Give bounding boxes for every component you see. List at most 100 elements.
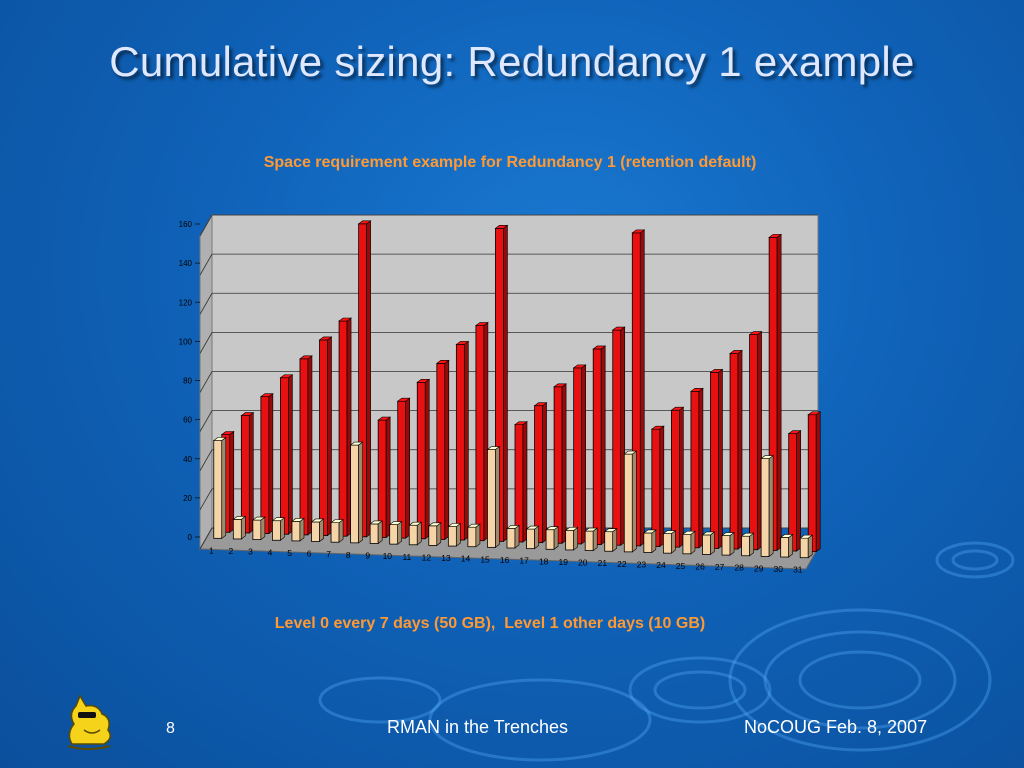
bar-series1: [584, 530, 594, 551]
x-tick-label: 1: [209, 545, 214, 555]
x-tick-label: 9: [365, 550, 370, 560]
bar-series2: [729, 353, 739, 550]
x-tick-label: 12: [422, 552, 432, 562]
bar-series1-top: [291, 518, 305, 522]
bar-series1: [330, 522, 340, 543]
bar-series2-top: [768, 234, 783, 238]
bar-series2: [338, 320, 348, 537]
bar-series1: [643, 532, 653, 553]
bar-series2-top: [299, 355, 313, 360]
bar-series1: [487, 449, 496, 548]
bar-series1-side: [456, 522, 461, 547]
bar-series1-side: [553, 526, 559, 550]
bar-series1-top: [310, 518, 325, 523]
bar-series1: [232, 519, 242, 540]
bar-series1-side: [788, 533, 793, 558]
bar-series1-top: [486, 446, 501, 450]
x-tick-label: 25: [676, 561, 686, 571]
bar-series2-side: [679, 406, 684, 548]
bar-series1-top: [701, 531, 716, 536]
bar-series2: [280, 377, 289, 535]
bar-series2: [612, 329, 622, 546]
bar-series2-top: [709, 369, 724, 373]
slide-title: Cumulative sizing: Redundancy 1 example: [109, 38, 915, 85]
bar-series1: [604, 531, 614, 552]
x-tick-label: 21: [598, 558, 608, 568]
bar-series2-top: [729, 350, 743, 354]
bar-series2-side: [561, 383, 567, 544]
bar-series1-top: [408, 521, 423, 526]
bar-series2-top: [553, 383, 567, 388]
bar-series2: [749, 334, 758, 551]
bar-series1-side: [534, 525, 539, 550]
bar-series1-top: [369, 520, 384, 525]
x-tick-label: 23: [637, 560, 647, 570]
x-tick-label: 4: [268, 547, 273, 557]
bar-series1-side: [397, 520, 403, 545]
bar-series1-side: [612, 528, 618, 552]
bar-series2: [299, 358, 309, 536]
x-tick-label: 10: [383, 551, 393, 561]
x-tick-label: 11: [402, 552, 411, 562]
x-tick-label: 27: [715, 562, 725, 572]
bar-series2-side: [600, 345, 606, 546]
x-tick-label: 15: [480, 554, 490, 564]
x-tick-label: 16: [500, 555, 510, 565]
bar-series1: [545, 529, 555, 550]
x-tick-label: 14: [461, 554, 471, 564]
x-tick-label: 18: [539, 556, 549, 566]
bar-series1-top: [779, 534, 794, 538]
bar-series1-side: [671, 529, 676, 554]
bar-series2-side: [366, 220, 371, 538]
bar-series2: [475, 325, 485, 542]
bar-series2-side: [737, 349, 743, 550]
bar-series1-side: [768, 454, 774, 557]
bar-series1-side: [573, 526, 578, 551]
bar-series1-side: [729, 531, 735, 556]
bar-series1-side: [475, 523, 481, 548]
x-tick-label: 7: [326, 549, 331, 559]
bar-series1-top: [388, 521, 403, 525]
bar-series2-side: [385, 416, 391, 539]
gridline-side: [199, 410, 213, 432]
bar-series2: [416, 381, 426, 540]
bar-series1-side: [377, 520, 383, 545]
bar-series1: [799, 537, 809, 559]
bar-series2-side: [464, 340, 469, 541]
bar-series2-side: [581, 364, 586, 545]
gridline-side: [199, 371, 213, 393]
bar-series1: [662, 533, 672, 554]
bar-series2-side: [405, 397, 411, 539]
bar-series1: [565, 529, 575, 551]
bar-series2-top: [377, 416, 392, 421]
bar-series2-side: [424, 378, 430, 540]
bar-series1-side: [807, 534, 813, 559]
gridline-side: [199, 293, 213, 315]
bar-series1: [682, 533, 692, 555]
bar-series1: [350, 444, 360, 544]
bar-series2-top: [318, 336, 333, 341]
bar-series2-side: [659, 425, 665, 548]
bar-series1-top: [623, 450, 638, 455]
x-tick-label: 2: [229, 546, 234, 556]
bar-series1-side: [280, 517, 285, 541]
bar-series1-top: [427, 522, 442, 527]
bar-series1: [291, 520, 301, 542]
chart-title: Space requirement example for Redundancy…: [263, 154, 757, 171]
bar-series2: [788, 433, 798, 552]
bar-series1: [780, 537, 790, 558]
bar-series1-top: [447, 523, 462, 527]
bar-series1-side: [358, 441, 363, 544]
x-tick-label: 3: [248, 547, 253, 557]
bar-series1-side: [710, 531, 715, 556]
bar-series2-top: [533, 402, 548, 407]
bar-series1-side: [592, 527, 598, 552]
bar-series1-top: [721, 532, 735, 536]
bar-series2: [670, 409, 680, 548]
bar-series1: [467, 526, 477, 548]
bar-series1-side: [416, 521, 422, 546]
bar-series2: [534, 405, 543, 544]
bar-series1: [428, 525, 438, 546]
bar-series1-top: [662, 530, 677, 534]
